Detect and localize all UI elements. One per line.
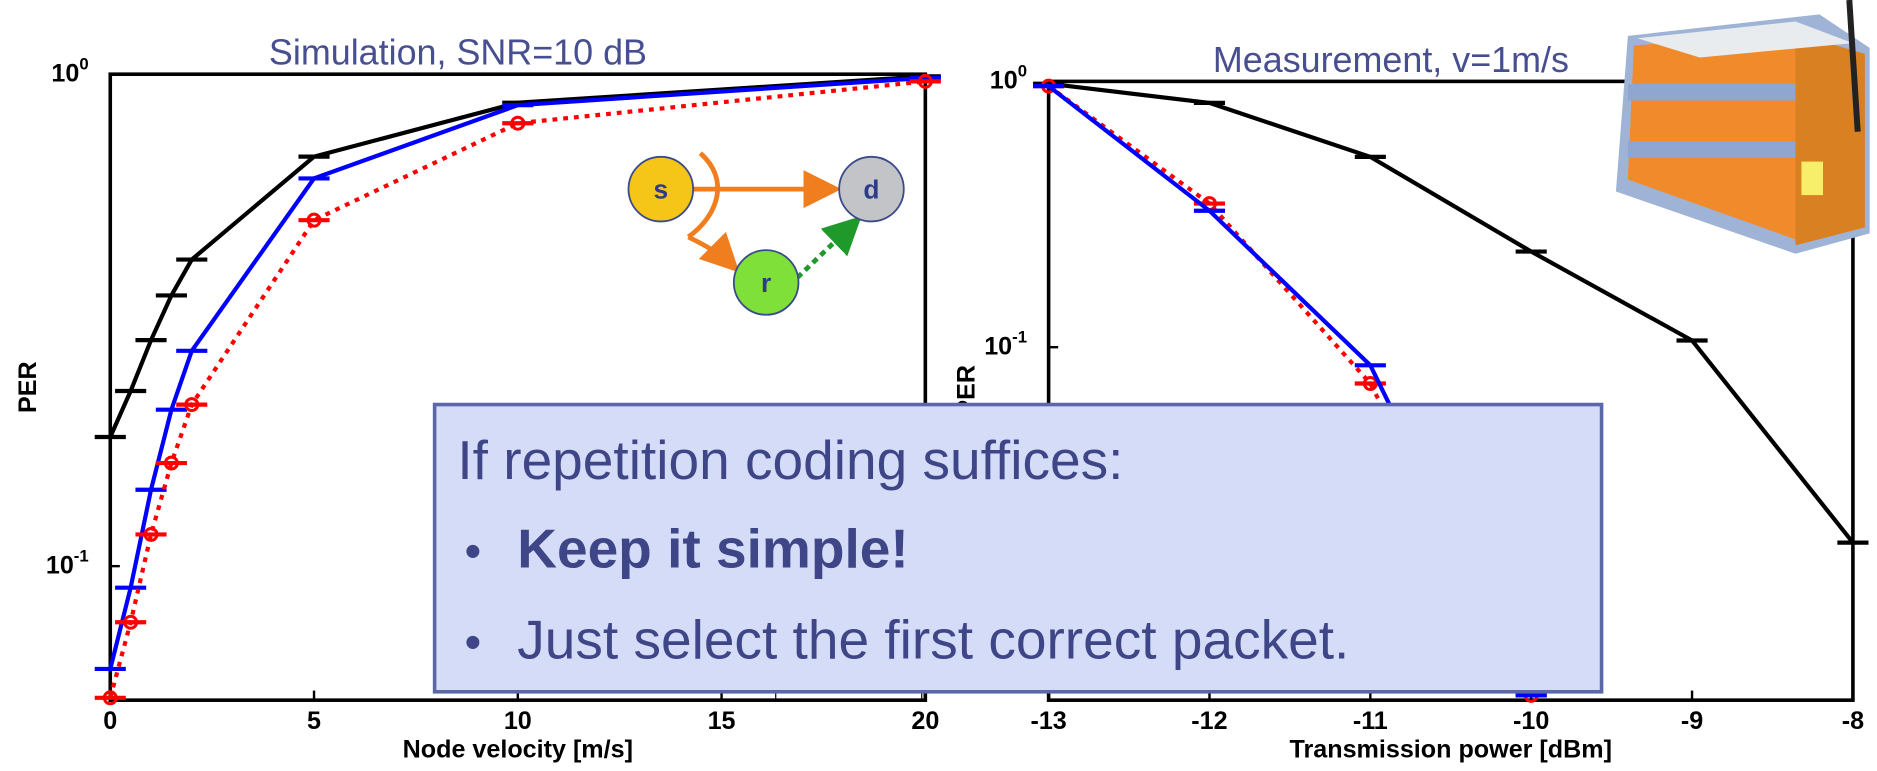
point — [917, 73, 933, 89]
chart-title: Measurement, v=1m/s — [1213, 40, 1569, 80]
tick-exponent: 0 — [79, 54, 88, 73]
x-tick-label: -9 — [1681, 707, 1703, 735]
callout-bullet: Just select the first correct packet. — [517, 608, 1349, 670]
point — [102, 690, 118, 706]
tick-base: 10 — [46, 551, 74, 579]
arrow — [686, 151, 732, 266]
x-tick-label: 20 — [911, 707, 939, 735]
y-tick-label: 10-1 — [984, 327, 1027, 360]
point — [123, 614, 139, 630]
y-tick-label: 10-1 — [46, 546, 89, 579]
series-line — [108, 75, 926, 670]
tick-base: 10 — [51, 59, 79, 87]
series-line — [108, 74, 926, 438]
tick-exponent: -1 — [74, 546, 89, 565]
x-tick-label: -11 — [1353, 707, 1388, 735]
bullet-dot: • — [465, 616, 482, 669]
y-axis-label: PER — [14, 361, 42, 413]
tick-exponent: -1 — [1012, 327, 1027, 346]
tick-base: 10 — [984, 332, 1012, 360]
x-axis-label: Transmission power [dBm] — [1290, 736, 1612, 764]
x-tick-label: -12 — [1191, 707, 1227, 735]
x-tick-label: 15 — [708, 707, 736, 735]
x-tick-label: -8 — [1842, 707, 1864, 735]
point — [306, 212, 322, 228]
point — [143, 526, 159, 542]
y-tick-label: 100 — [990, 62, 1027, 95]
x-axis-label: Node velocity [m/s] — [403, 736, 633, 764]
device-photo — [1615, 0, 1870, 254]
chart: Measurement, v=1m/s Transmission power [d… — [952, 40, 1869, 764]
point — [163, 455, 179, 471]
x-tick-label: -10 — [1513, 707, 1549, 735]
charts: Simulation, SNR=10 dB Node velocity [m/s]… — [14, 33, 1869, 764]
relay-diagram: s d r — [627, 151, 905, 316]
node-label: r — [761, 268, 771, 298]
tick-exponent: 0 — [1018, 62, 1027, 81]
chart: Simulation, SNR=10 dB Node velocity [m/s]… — [14, 33, 941, 764]
tick-base: 10 — [990, 67, 1018, 95]
bullet-dot: • — [465, 525, 482, 578]
callout: If repetition coding suffices: • Keep it… — [432, 402, 1604, 700]
plot-frame — [108, 72, 928, 702]
series-line — [1048, 81, 1855, 544]
point — [510, 115, 526, 131]
point — [1362, 376, 1378, 392]
chart-title: Simulation, SNR=10 dB — [269, 33, 647, 73]
arrow — [795, 215, 862, 280]
y-tick-label: 100 — [51, 54, 88, 87]
x-tick-label: 10 — [504, 707, 532, 735]
plot-frame — [1046, 79, 1855, 702]
series-line — [108, 79, 926, 699]
x-tick-label: -13 — [1030, 707, 1066, 735]
node-label: s — [653, 175, 668, 205]
x-tick-label: 0 — [103, 707, 117, 735]
callout-heading: If repetition coding suffices: — [457, 429, 1123, 491]
x-tick-label: 5 — [307, 707, 321, 735]
node-label: d — [863, 175, 879, 205]
point — [184, 397, 200, 413]
callout-bullet: Keep it simple! — [517, 517, 909, 579]
